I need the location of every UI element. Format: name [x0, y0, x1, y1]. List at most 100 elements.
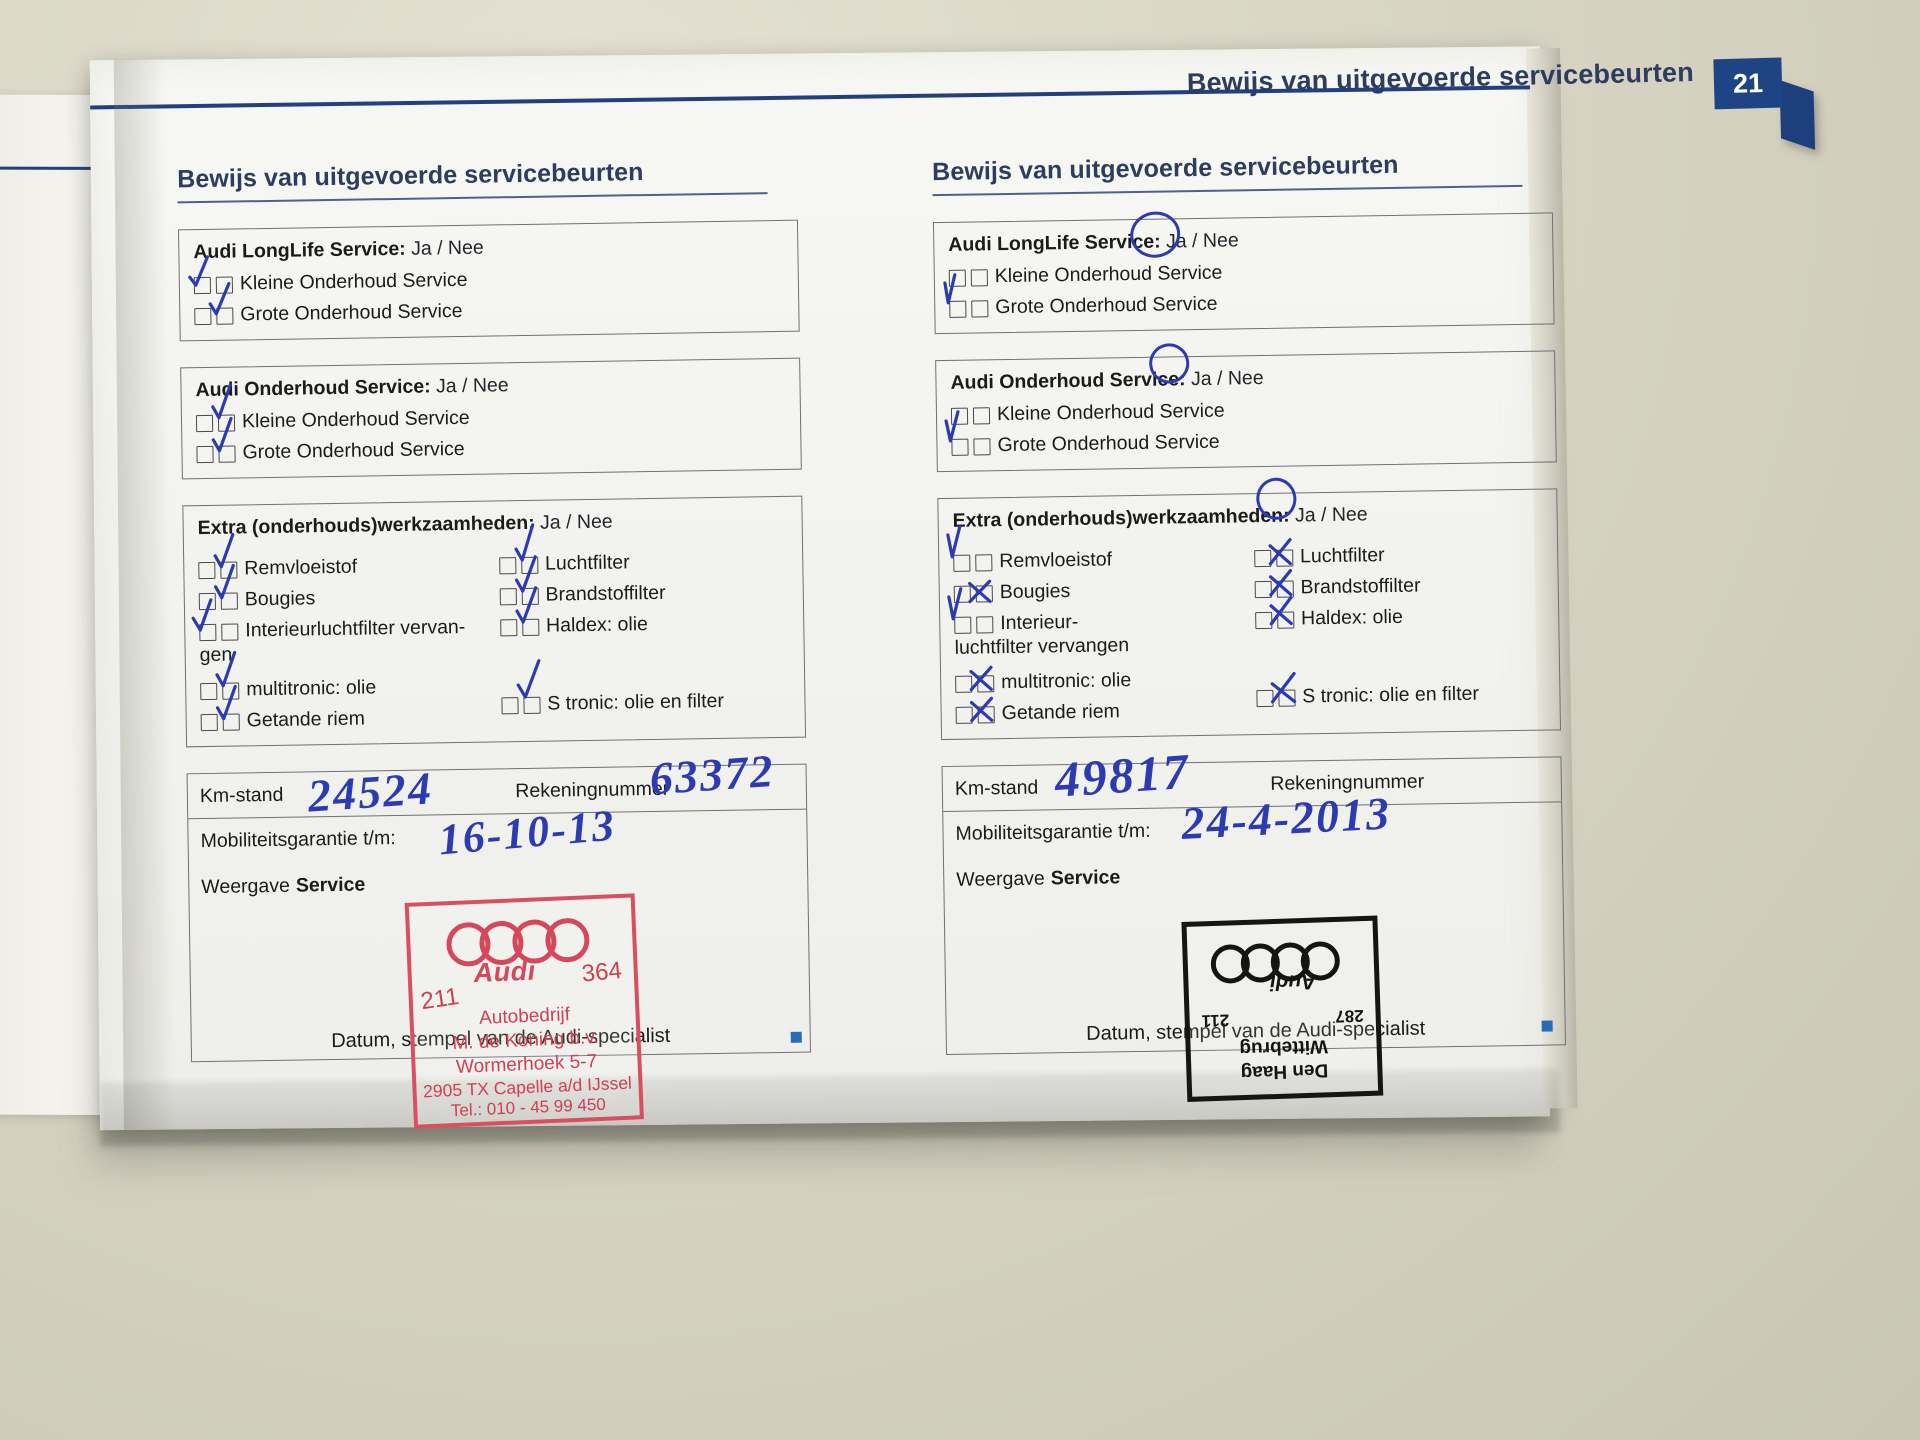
- checkbox-left[interactable]: [1254, 581, 1272, 599]
- checkbox-right[interactable]: [215, 276, 234, 294]
- right-extra-item-interieurluchtfilter[interactable]: Interieur-: [947, 587, 1255, 635]
- left-extra-item-brandstoffilter[interactable]: Brandstoffilter: [499, 555, 789, 607]
- checkbox-right[interactable]: [972, 407, 991, 425]
- checkbox-right[interactable]: [521, 587, 539, 606]
- checkbox-right[interactable]: [220, 561, 238, 579]
- checkbox-label: Kleine Onderhoud Service: [241, 406, 470, 433]
- left-extra-item-remvloeistof[interactable]: Remvloeistof: [198, 533, 499, 581]
- right-extra-janee: Ja / Nee: [1294, 503, 1368, 527]
- checkbox-left[interactable]: [501, 697, 519, 715]
- checkbox-left[interactable]: [196, 445, 214, 464]
- checkbox-left[interactable]: [195, 414, 214, 433]
- checkbox-left[interactable]: [955, 675, 973, 694]
- checkbox-right[interactable]: [971, 300, 989, 318]
- left-extra-col-2: Luchtfilter Brandstoffilter: [498, 523, 791, 728]
- checkbox-left[interactable]: [200, 683, 218, 701]
- checkbox-left[interactable]: [951, 438, 969, 456]
- checkbox-right[interactable]: [222, 713, 240, 731]
- checkbox-right[interactable]: [977, 675, 995, 693]
- checkbox-right[interactable]: [521, 618, 540, 637]
- checkbox-left[interactable]: [1253, 549, 1272, 568]
- left-extra-item-multitronic[interactable]: multitronic: olie: [200, 651, 501, 702]
- checkbox-right[interactable]: [1276, 611, 1295, 629]
- checkbox-left[interactable]: [955, 706, 973, 725]
- left-extra-section: Extra (onderhouds)werkzaamheden: Ja / Ne…: [182, 495, 807, 748]
- left-extra-item-haldex[interactable]: Haldex: olie: [499, 586, 790, 638]
- right-extra-item-s-tronic[interactable]: S tronic: olie en filter: [1256, 672, 1546, 709]
- checkbox-right[interactable]: [217, 414, 236, 432]
- checkbox-left[interactable]: [199, 624, 217, 642]
- checkbox-right[interactable]: [976, 616, 994, 634]
- checkbox-left[interactable]: [1254, 612, 1273, 630]
- right-extra-item-bougies[interactable]: Bougies: [953, 577, 1255, 604]
- page-number-badge: 21: [1713, 57, 1783, 110]
- checkbox-right[interactable]: [975, 554, 993, 572]
- left-longlife-item-grote[interactable]: Grote Onderhoud Service: [194, 282, 784, 326]
- checkbox-left[interactable]: [498, 557, 517, 575]
- left-onderhoud-item-grote[interactable]: Grote Onderhoud Service: [196, 417, 786, 464]
- checkbox-right[interactable]: [1278, 689, 1296, 707]
- checkbox-left[interactable]: [194, 307, 212, 326]
- right-extra-item-haldex[interactable]: Haldex: olie: [1254, 596, 1545, 631]
- checkbox-left[interactable]: [499, 619, 518, 637]
- checkbox-left[interactable]: [198, 561, 216, 580]
- checkbox-label: Bougies: [244, 587, 316, 611]
- left-extra-item-luchtfilter[interactable]: Luchtfilter: [498, 523, 789, 576]
- checkbox-right[interactable]: [221, 623, 239, 641]
- checkbox-right[interactable]: [216, 307, 234, 325]
- checkbox-right[interactable]: [218, 445, 236, 463]
- right-onderhoud-heading: Audi Onderhoud Service: Ja / Nee: [950, 340, 1540, 395]
- checkbox-left[interactable]: [954, 616, 972, 635]
- km-stand-label: Km-stand: [199, 783, 284, 807]
- checkbox-right[interactable]: [523, 696, 541, 715]
- checkbox-right[interactable]: [1275, 549, 1294, 567]
- checkbox-label: S tronic: olie en filter: [547, 690, 725, 715]
- checkbox-label: Getande riem: [1001, 700, 1121, 725]
- checkbox-label: Grote Onderhoud Service: [240, 299, 463, 326]
- checkbox-right[interactable]: [970, 269, 988, 287]
- weergave-value: Service: [295, 873, 366, 897]
- checkbox-label: Brandstoffilter: [545, 581, 666, 606]
- right-extra-item-luchtfilter[interactable]: Luchtfilter: [1253, 538, 1544, 569]
- left-extra-item-getande-riem[interactable]: Getande riem: [200, 685, 502, 733]
- checkbox-label: Getande riem: [246, 707, 366, 732]
- checkbox-left[interactable]: [948, 269, 966, 287]
- right-longlife-item-grote[interactable]: Grote Onderhoud Service: [943, 273, 1539, 319]
- checkbox-right[interactable]: [975, 585, 993, 603]
- left-extra-item-bougies[interactable]: Bougies: [198, 564, 500, 612]
- left-longlife-item-kleine[interactable]: Kleine Onderhoud Service: [188, 255, 784, 295]
- checkbox-left[interactable]: [953, 585, 971, 604]
- right-page-title: Bewijs van uitgevoerde servicebeurten: [931, 148, 1523, 197]
- checkbox-left[interactable]: [1256, 690, 1274, 708]
- checkbox-left[interactable]: [953, 554, 971, 572]
- right-extra-item-remvloeistof[interactable]: Remvloeistof: [946, 525, 1254, 573]
- right-extra-grid: Remvloeistof Bougies: [946, 525, 1546, 725]
- stamp-brand: Audi: [473, 955, 537, 989]
- checkbox-right[interactable]: [977, 706, 995, 724]
- checkbox-right[interactable]: [222, 682, 240, 700]
- right-onderhoud-item-kleine[interactable]: Kleine Onderhoud Service: [950, 395, 1541, 426]
- right-onderhoud-item-grote[interactable]: Grote Onderhoud Service: [944, 410, 1541, 457]
- right-extra-item-interieurluchtfilter-cont: luchtfilter vervangen: [954, 634, 1130, 660]
- right-extra-item-getande-riem[interactable]: Getande riem: [955, 696, 1257, 725]
- left-longlife-janee: Ja / Nee: [410, 236, 484, 260]
- checkbox-left[interactable]: [499, 588, 517, 606]
- checkbox-left[interactable]: [193, 276, 212, 295]
- right-extra-item-multitronic[interactable]: multitronic: olie: [955, 665, 1256, 694]
- checkbox-right[interactable]: [520, 556, 539, 575]
- checkbox-left[interactable]: [949, 300, 967, 318]
- right-longlife-item-kleine[interactable]: Kleine Onderhoud Service: [948, 257, 1539, 288]
- checkbox-left[interactable]: [198, 592, 216, 611]
- right-extra-item-brandstoffilter[interactable]: Brandstoffilter: [1254, 569, 1544, 600]
- left-extra-item-s-tronic[interactable]: S tronic: olie en filter: [501, 659, 791, 716]
- left-onderhoud-item-kleine[interactable]: Kleine Onderhoud Service: [195, 383, 786, 433]
- checkbox-right[interactable]: [1276, 580, 1294, 598]
- checkbox-label: multitronic: olie: [1001, 669, 1132, 694]
- checkbox-left[interactable]: [950, 407, 969, 425]
- checkbox-left[interactable]: [200, 714, 218, 732]
- checkbox-right[interactable]: [220, 592, 238, 610]
- checkbox-right[interactable]: [973, 438, 991, 456]
- left-extra-item-interieurluchtfilter[interactable]: Interieurluchtfilter vervan-: [191, 598, 500, 643]
- left-page-column: Bewijs van uitgevoerde servicebeurten Au…: [176, 156, 812, 1130]
- checkbox-label: Interieur-: [1000, 611, 1079, 635]
